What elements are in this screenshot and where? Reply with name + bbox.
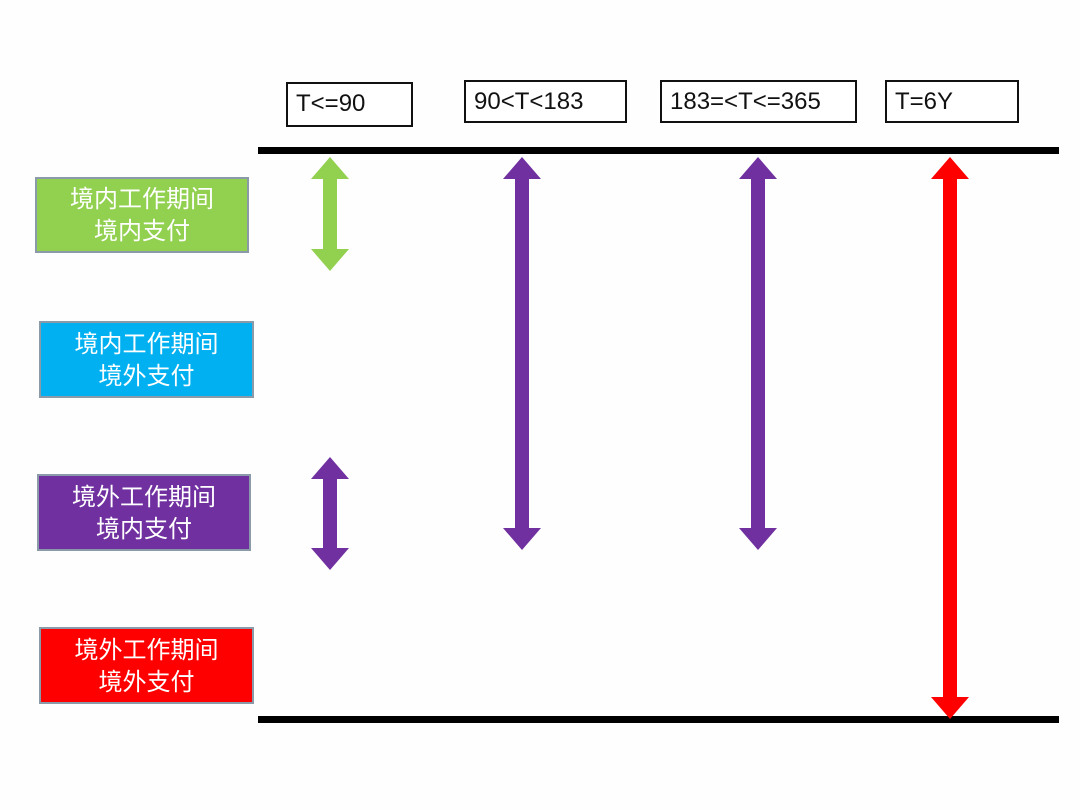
- category-domestic-work-foreign-pay: 境内工作期间 境外支付: [39, 321, 254, 398]
- category-line1: 境内工作期间: [74, 329, 219, 358]
- bottom-line: [258, 716, 1059, 723]
- double-arrow-icon: [739, 157, 777, 550]
- category-line2: 境外支付: [98, 667, 195, 696]
- double-arrow-icon: [311, 157, 349, 271]
- double-arrow-icon: [503, 157, 541, 550]
- category-line2: 境内支付: [96, 514, 192, 543]
- category-line1: 境内工作期间: [70, 185, 214, 213]
- top-line: [258, 147, 1059, 154]
- category-domestic-work-domestic-pay: 境内工作期间 境内支付: [35, 177, 249, 253]
- header-90-183: 90<T<183: [464, 80, 627, 123]
- category-foreign-work-domestic-pay: 境外工作期间 境内支付: [37, 474, 251, 551]
- header-6y: T=6Y: [885, 80, 1019, 123]
- category-line2: 境内支付: [94, 217, 190, 245]
- category-line1: 境外工作期间: [74, 635, 219, 664]
- category-foreign-work-foreign-pay: 境外工作期间 境外支付: [39, 627, 254, 704]
- category-line2: 境外支付: [98, 361, 195, 390]
- double-arrow-icon: [931, 157, 969, 719]
- header-t-le-90: T<=90: [286, 82, 413, 127]
- header-183-365: 183=<T<=365: [660, 80, 857, 123]
- category-line1: 境外工作期间: [72, 482, 216, 511]
- double-arrow-icon: [311, 457, 349, 570]
